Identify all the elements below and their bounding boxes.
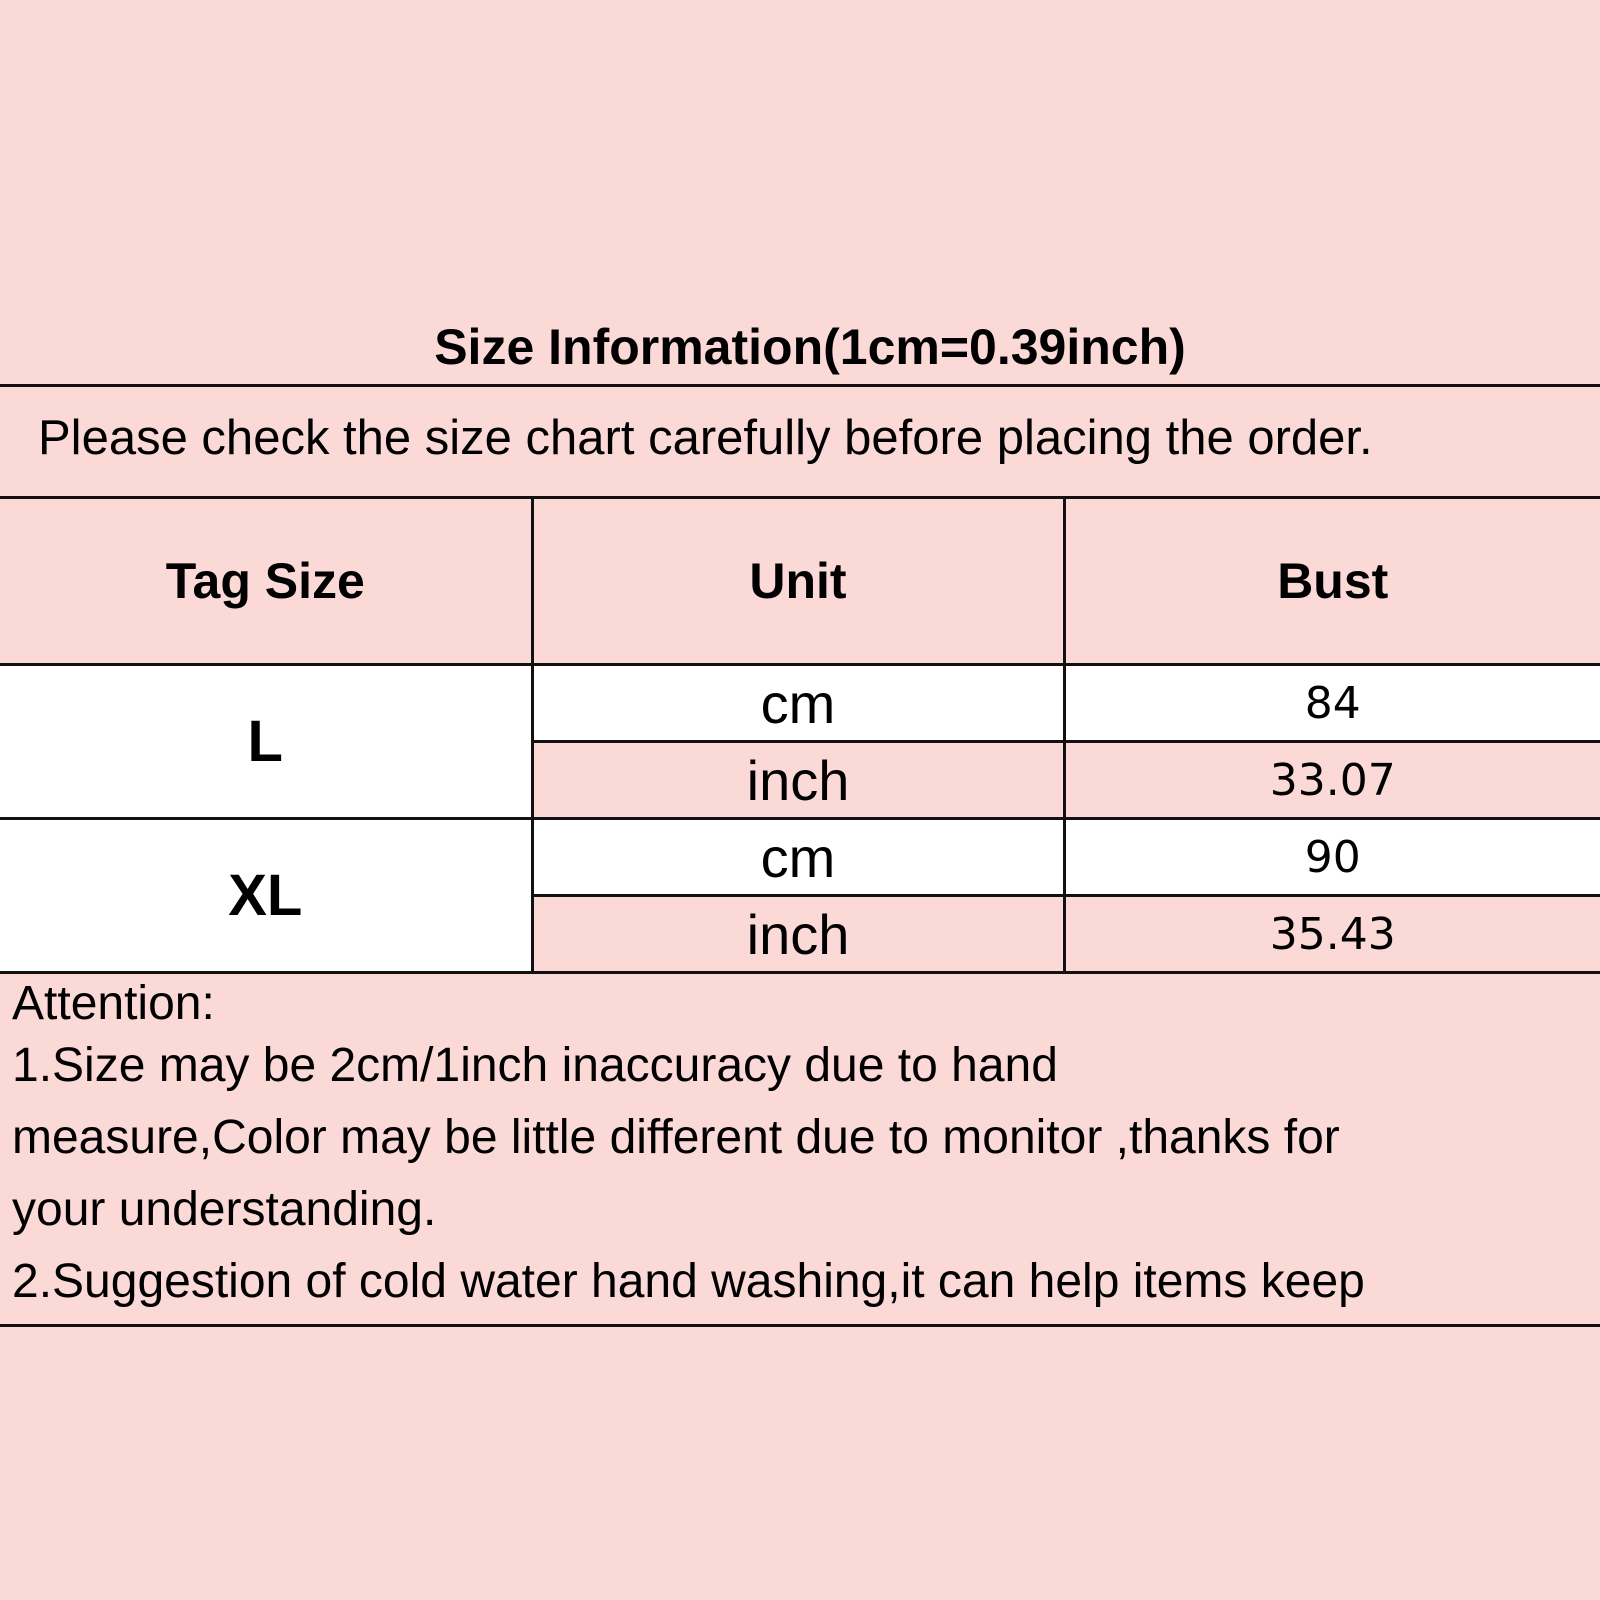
- table-row: XL cm 90: [0, 817, 1600, 974]
- table-row: inch 35.43: [0, 894, 1600, 974]
- size-cell: L: [0, 663, 534, 820]
- size-table: Tag Size Unit Bust L cm 84 inch 33.07 XL…: [0, 496, 1600, 974]
- subtitle: Please check the size chart carefully be…: [38, 411, 1373, 465]
- divider: [0, 1324, 1600, 1327]
- bust-cell: 33.07: [1062, 740, 1600, 820]
- page-title: Size Information(1cm=0.39inch): [434, 319, 1186, 375]
- unit-cell: inch: [532, 740, 1066, 820]
- attention-line: 1.Size may be 2cm/1inch inaccuracy due t…: [12, 1039, 1058, 1092]
- attention-line: measure,Color may be little different du…: [12, 1111, 1340, 1164]
- header-unit: Unit: [530, 496, 1066, 666]
- attention-line: 2.Suggestion of cold water hand washing,…: [12, 1255, 1365, 1308]
- unit-cell: cm: [530, 663, 1066, 743]
- attention-notes: Attention: 1.Size may be 2cm/1inch inacc…: [12, 978, 1592, 1318]
- table-header-row: Tag Size Unit Bust: [0, 496, 1600, 666]
- bust-cell: 35.43: [1062, 894, 1600, 974]
- attention-line: your understanding.: [12, 1183, 437, 1236]
- attention-heading: Attention:: [12, 977, 215, 1030]
- table-row: inch 33.07: [0, 740, 1600, 820]
- size-cell: XL: [0, 817, 534, 974]
- bust-cell: 84: [1062, 663, 1600, 743]
- unit-cell: cm: [530, 817, 1066, 897]
- header-bust: Bust: [1062, 496, 1600, 666]
- header-tag-size: Tag Size: [0, 496, 534, 666]
- unit-cell: inch: [532, 894, 1066, 974]
- table-row: L cm 84: [0, 663, 1600, 820]
- bust-cell: 90: [1062, 817, 1600, 897]
- divider: [0, 384, 1600, 387]
